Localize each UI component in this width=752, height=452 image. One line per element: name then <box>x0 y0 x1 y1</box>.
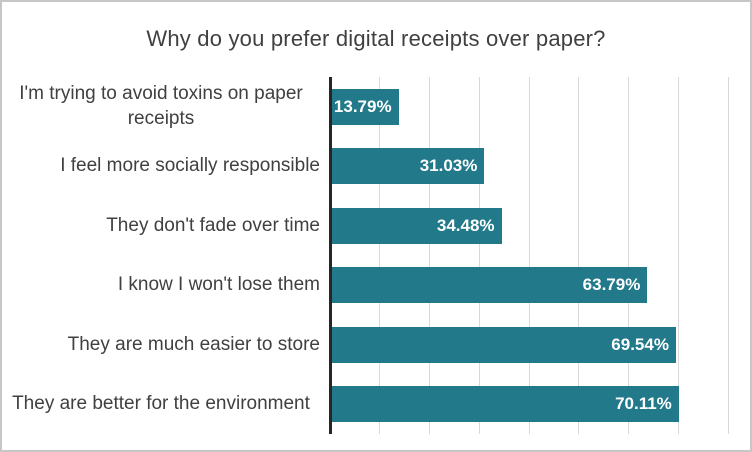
bar: 69.54% <box>330 326 676 363</box>
bar-value-label: 13.79% <box>333 96 392 116</box>
category-label: They don't fade over time <box>106 214 320 236</box>
category-label: I'm trying to avoid toxins on paper rece… <box>19 83 303 129</box>
bar-row: They are much easier to store 69.54% <box>2 315 728 375</box>
bar-row: I feel more socially responsible 31.03% <box>2 137 728 197</box>
bar-row: I'm trying to avoid toxins on paper rece… <box>2 77 728 137</box>
bar-value-label: 69.54% <box>611 334 669 354</box>
bar: 70.11% <box>330 386 679 423</box>
bar-row: They don't fade over time 34.48% <box>2 196 728 256</box>
bar: 34.48% <box>330 207 502 244</box>
bar-track: 13.79% <box>330 77 728 137</box>
plot-area: I'm trying to avoid toxins on paper rece… <box>2 77 728 434</box>
bar: 31.03% <box>330 148 485 185</box>
bar: 63.79% <box>330 267 648 304</box>
category-label: They are better for the environment <box>12 393 310 415</box>
category-label: I feel more socially responsible <box>60 155 320 177</box>
bar-track: 63.79% <box>330 256 728 316</box>
bar-value-label: 34.48% <box>436 215 495 235</box>
bar-value-label: 63.79% <box>582 275 641 295</box>
bar: 13.79% <box>330 88 399 125</box>
bar-track: 31.03% <box>330 137 728 197</box>
bar-row: They are better for the environment 70.11… <box>2 375 728 435</box>
bar-row: I know I won't lose them 63.79% <box>2 256 728 316</box>
bar-track: 34.48% <box>330 196 728 256</box>
bar-value-label: 70.11% <box>615 394 672 414</box>
bar-value-label: 31.03% <box>419 156 478 176</box>
chart-title: Why do you prefer digital receipts over … <box>146 25 606 51</box>
bar-track: 69.54% <box>330 315 728 375</box>
category-label: I know I won't lose them <box>117 274 320 296</box>
bar-track: 70.11% <box>330 375 728 435</box>
category-label: They are much easier to store <box>67 333 320 355</box>
